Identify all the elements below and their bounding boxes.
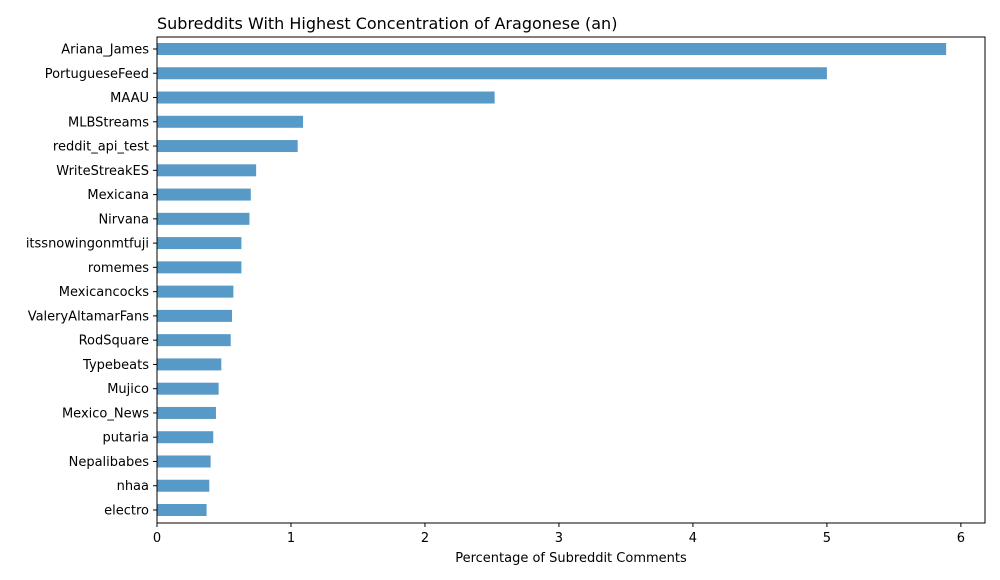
chart-title: Subreddits With Highest Concentration of…: [157, 14, 617, 33]
plot-frame: [156, 36, 986, 524]
category-label: Nirvana: [98, 212, 149, 227]
bar-Mexico_News: [157, 406, 216, 419]
category-label: Mexico_News: [62, 406, 149, 421]
x-tick-label: 2: [421, 531, 429, 546]
bar-MLBStreams: [157, 115, 304, 128]
x-axis-ticks: 0 1 2 3 4 5 6: [153, 523, 965, 546]
bar-Typebeats: [157, 358, 222, 371]
category-label: WriteStreakES: [56, 164, 149, 179]
category-label: PortugueseFeed: [45, 67, 149, 82]
x-tick-label: 1: [287, 531, 295, 546]
x-tick-label: 0: [153, 531, 161, 546]
bar-Mujico: [157, 382, 219, 395]
category-label: electro: [104, 504, 149, 519]
bar-PortugueseFeed: [157, 67, 827, 80]
bar-Nirvana: [157, 212, 250, 225]
bar-itssnowingonmtfuji: [157, 237, 242, 250]
bar-nhaa: [157, 479, 210, 492]
bar-Mexicancocks: [157, 285, 234, 298]
category-label: itssnowingonmtfuji: [26, 237, 149, 252]
category-label: Typebeats: [82, 358, 149, 373]
category-label: Mexicancocks: [59, 285, 149, 300]
bar-MAAU: [157, 91, 495, 104]
x-axis-label: Percentage of Subreddit Comments: [455, 551, 687, 566]
category-label: Ariana_James: [61, 43, 149, 58]
bar-RodSquare: [157, 334, 231, 347]
category-label: RodSquare: [79, 334, 149, 349]
category-label: nhaa: [117, 479, 149, 494]
category-label: MLBStreams: [68, 115, 149, 130]
bar-WriteStreakES: [157, 164, 257, 177]
bar-ValeryAltamarFans: [157, 309, 233, 322]
bars-group: [157, 43, 947, 516]
category-label: Mexicana: [87, 188, 149, 203]
bar-Mexicana: [157, 188, 251, 201]
bar-Ariana_James: [157, 43, 947, 55]
category-label: putaria: [103, 431, 149, 446]
bar-Nepalibabes: [157, 455, 211, 468]
x-tick-label: 6: [957, 531, 965, 546]
category-label: MAAU: [110, 91, 149, 106]
bar-electro: [157, 504, 207, 516]
category-label: romemes: [88, 261, 149, 276]
x-tick-label: 3: [555, 531, 563, 546]
category-label: reddit_api_test: [53, 140, 149, 155]
x-tick-label: 4: [689, 531, 697, 546]
category-labels: Ariana_James PortugueseFeed MAAU MLBStreams…: [26, 43, 157, 519]
bar-reddit_api_test: [157, 140, 298, 153]
category-label: ValeryAltamarFans: [28, 309, 150, 324]
x-tick-label: 5: [823, 531, 831, 546]
bar-putaria: [157, 431, 214, 444]
category-label: Nepalibabes: [69, 455, 150, 470]
category-label: Mujico: [107, 382, 149, 397]
bar-romemes: [157, 261, 242, 274]
